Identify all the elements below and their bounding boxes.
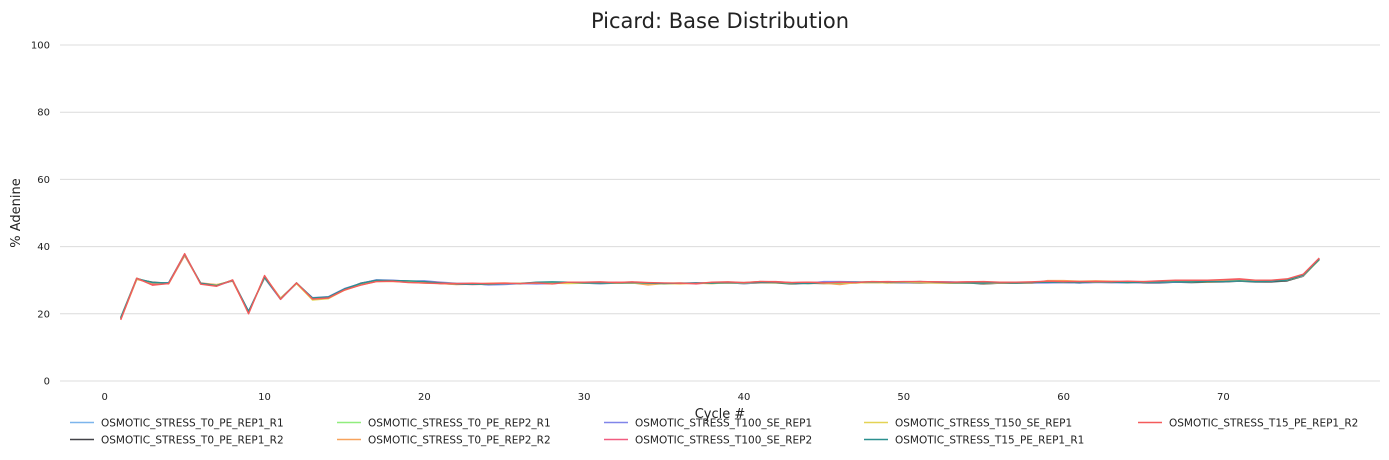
legend-item[interactable]: OSMOTIC_STRESS_T0_PE_REP2_R2: [337, 435, 551, 447]
legend: OSMOTIC_STRESS_T0_PE_REP1_R1 OSMOTIC_STRE…: [70, 418, 1358, 447]
legend-label: OSMOTIC_STRESS_T0_PE_REP1_R2: [101, 435, 284, 447]
y-tick-label: 40: [37, 242, 50, 253]
legend-item[interactable]: OSMOTIC_STRESS_T0_PE_REP2_R1: [337, 418, 551, 430]
legend-label: OSMOTIC_STRESS_T150_SE_REP1: [895, 418, 1072, 430]
grid-lines: [60, 44, 1380, 382]
x-tick-label: 40: [738, 392, 751, 403]
legend-label: OSMOTIC_STRESS_T100_SE_REP2: [635, 435, 812, 447]
y-tick-label: 80: [37, 108, 50, 119]
x-tick-label: 20: [418, 392, 431, 403]
x-axis-label: Cycle #: [695, 407, 746, 422]
x-tick-label: 70: [1217, 392, 1230, 403]
legend-label: OSMOTIC_STRESS_T0_PE_REP1_R1: [101, 418, 284, 430]
legend-item[interactable]: OSMOTIC_STRESS_T15_PE_REP1_R1: [864, 435, 1084, 447]
legend-item[interactable]: OSMOTIC_STRESS_T15_PE_REP1_R2: [1138, 418, 1358, 430]
y-tick-label: 20: [37, 309, 50, 320]
series-lines: [120, 252, 1320, 321]
legend-item[interactable]: OSMOTIC_STRESS_T0_PE_REP1_R2: [70, 435, 284, 447]
chart-title: Picard: Base Distribution: [591, 9, 849, 33]
legend-label: OSMOTIC_STRESS_T0_PE_REP2_R2: [368, 435, 551, 447]
x-tick-label: 50: [897, 392, 910, 403]
x-axis-ticks: 0 10 20 30 40 50 60 70: [102, 392, 1230, 403]
legend-item[interactable]: OSMOTIC_STRESS_T150_SE_REP1: [864, 418, 1072, 430]
legend-label: OSMOTIC_STRESS_T15_PE_REP1_R2: [1169, 418, 1358, 430]
x-tick-label: 30: [578, 392, 591, 403]
y-tick-label: 100: [31, 41, 50, 52]
legend-label: OSMOTIC_STRESS_T15_PE_REP1_R1: [895, 435, 1084, 447]
legend-item[interactable]: OSMOTIC_STRESS_T0_PE_REP1_R1: [70, 418, 284, 430]
x-tick-label: 60: [1057, 392, 1070, 403]
legend-label: OSMOTIC_STRESS_T0_PE_REP2_R1: [368, 418, 551, 430]
y-axis-label: % Adenine: [9, 178, 24, 248]
legend-item[interactable]: OSMOTIC_STRESS_T100_SE_REP2: [604, 435, 812, 447]
legend-label: OSMOTIC_STRESS_T100_SE_REP1: [635, 418, 812, 430]
y-axis-ticks: 0 20 40 60 80 100: [31, 41, 50, 388]
series-line-9[interactable]: [120, 252, 1320, 321]
y-tick-label: 60: [37, 175, 50, 186]
legend-item[interactable]: OSMOTIC_STRESS_T100_SE_REP1: [604, 418, 812, 430]
x-tick-label: 0: [102, 392, 108, 403]
y-tick-label: 0: [44, 377, 50, 388]
x-tick-label: 10: [258, 392, 271, 403]
series-line-8[interactable]: [120, 253, 1320, 319]
